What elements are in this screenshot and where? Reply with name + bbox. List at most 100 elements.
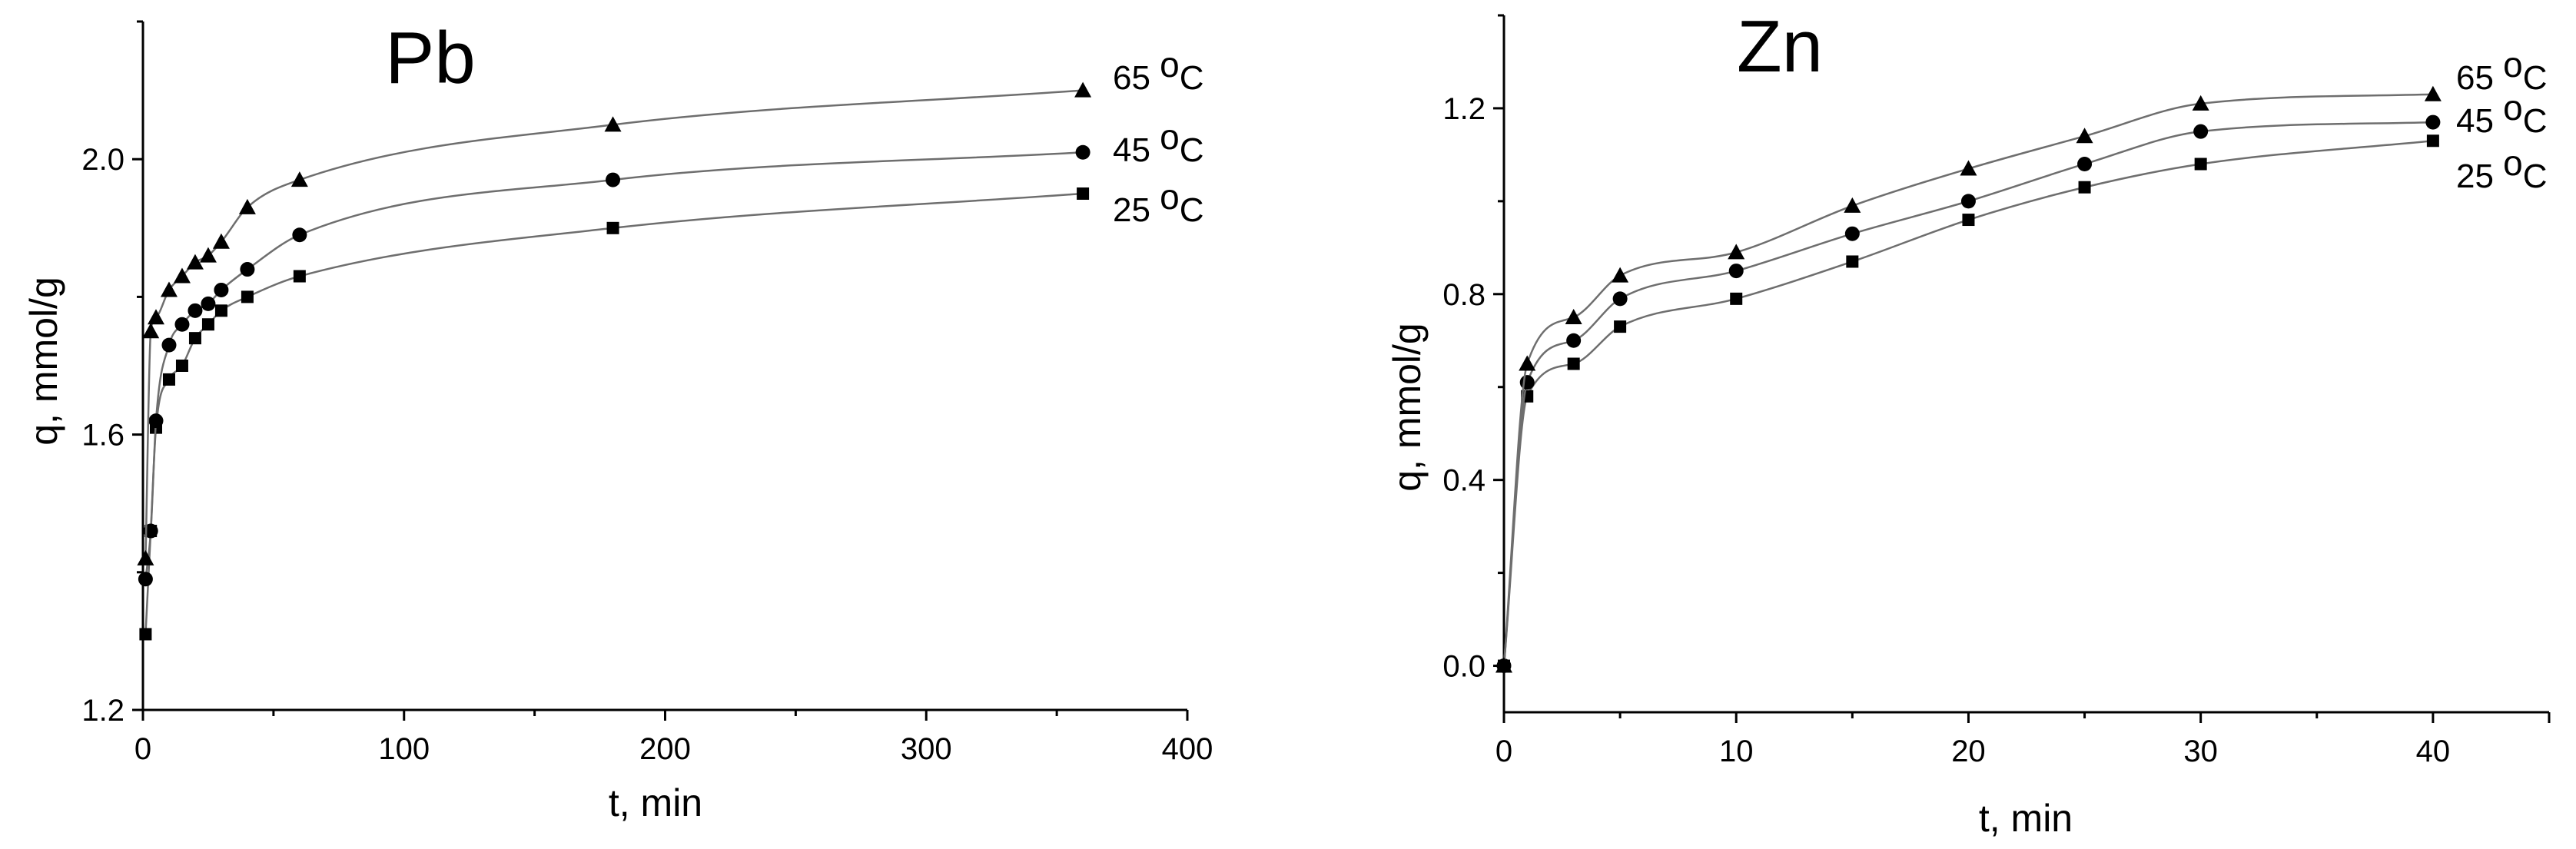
zn-data-point-65c [1844, 197, 1861, 213]
pb-data-point-25c [162, 373, 175, 386]
pb-data-point-25c [201, 318, 214, 331]
zn-y-axis-label: q, mmol/g [1386, 323, 1429, 492]
pb-series-65c-markers [137, 81, 1092, 565]
pb-data-point-25c [1077, 187, 1090, 200]
pb-series-label-25c: 25 oC [1113, 177, 1204, 229]
pb-data-point-65c [212, 233, 230, 249]
pb-data-point-45c [1075, 144, 1090, 160]
pb-x-tick-label: 300 [901, 732, 952, 766]
pb-data-point-65c [142, 323, 160, 339]
zn-series-label-25c: 25 oC [2456, 143, 2548, 195]
pb-data-point-45c [240, 262, 255, 277]
pb-data-point-65c [160, 281, 178, 297]
zn-data-point-25c [1730, 292, 1743, 305]
pb-data-point-45c [606, 172, 621, 187]
zn-data-point-65c [2424, 85, 2442, 101]
pb-x-tick-label: 0 [134, 732, 151, 766]
pb-data-point-65c [186, 254, 204, 270]
pb-series-25c-curve [144, 192, 1084, 635]
zn-x-tick-label: 10 [1719, 735, 1754, 768]
zn-data-point-65c [1728, 244, 1745, 260]
zn-y-tick-label: 1.2 [1442, 92, 1486, 126]
zn-data-point-25c [2078, 181, 2091, 194]
zn-x-axis-label: t, min [1979, 797, 2073, 840]
pb-x-tick-label: 200 [639, 732, 691, 766]
pb-data-point-25c [293, 270, 306, 283]
zn-y-tick-label: 0.8 [1442, 278, 1486, 312]
zn-chart-title: Zn [1737, 5, 1823, 88]
zn-data-point-45c [2193, 124, 2209, 139]
pb-chart-panel: 0 100 200 300 400 1.2 1.6 2.0 t, min q, mmol/g Pb 6… [22, 17, 1213, 824]
zn-series-25c-markers [1498, 134, 2439, 672]
zn-x-tick-label: 20 [1951, 735, 1986, 768]
zn-series-65c-markers [1495, 85, 2442, 673]
pb-y-axis-label: q, mmol/g [22, 277, 65, 446]
zn-series-45c-curve [1502, 121, 2433, 666]
zn-series-65c-curve [1502, 93, 2433, 666]
pb-series-label-65c: 65 oC [1113, 45, 1204, 97]
pb-data-point-65c [290, 171, 308, 187]
zn-data-point-65c [2076, 128, 2093, 144]
pb-data-point-65c [147, 309, 164, 325]
pb-x-tick-label: 400 [1162, 732, 1213, 766]
pb-chart-title: Pb [385, 17, 475, 99]
zn-data-point-45c [2425, 114, 2441, 130]
pb-x-tick-label: 100 [378, 732, 430, 766]
pb-data-point-45c [188, 303, 203, 318]
pb-data-point-45c [138, 572, 153, 587]
pb-data-point-65c [604, 116, 622, 132]
zn-chart-panel: 0 10 20 30 40 0.0 0.4 0.8 1.2 t, min q, mmol/g Zn 65… [1386, 5, 2551, 840]
pb-data-point-65c [137, 549, 154, 565]
zn-data-point-45c [1844, 226, 1860, 241]
zn-data-point-25c [1567, 357, 1580, 370]
pb-data-point-45c [201, 296, 216, 311]
pb-data-point-25c [606, 221, 619, 234]
zn-series-label-65c: 65 oC [2456, 45, 2548, 97]
zn-data-point-45c [1566, 333, 1582, 348]
pb-y-tick-label: 2.0 [81, 143, 124, 177]
zn-y-tick-label: 0.4 [1442, 464, 1486, 498]
zn-data-point-25c [2426, 134, 2439, 148]
pb-data-point-45c [174, 317, 190, 332]
pb-data-point-25c [188, 332, 201, 345]
pb-data-point-65c [173, 267, 191, 284]
pb-x-axis-label: t, min [609, 781, 702, 824]
pb-data-point-45c [214, 282, 229, 297]
zn-series-45c-markers [1496, 114, 2441, 674]
zn-data-point-25c [1962, 214, 1975, 227]
pb-series-65c-curve [144, 89, 1084, 559]
zn-data-point-65c [1565, 309, 1582, 325]
zn-data-point-45c [2077, 156, 2093, 171]
zn-data-point-45c [1612, 291, 1628, 307]
pb-data-point-65c [199, 247, 217, 263]
pb-data-point-25c [175, 360, 188, 372]
zn-series-label-45c: 45 oC [2456, 88, 2548, 140]
pb-data-point-45c [161, 337, 177, 353]
zn-data-point-45c [1960, 194, 1976, 209]
pb-data-point-65c [1074, 81, 1092, 98]
zn-data-point-65c [1960, 160, 1977, 176]
pb-data-point-25c [139, 628, 152, 641]
pb-data-point-45c [292, 227, 307, 243]
pb-series-25c-markers [139, 187, 1090, 641]
zn-data-point-25c [1846, 255, 1859, 268]
zn-data-point-25c [2194, 158, 2207, 171]
zn-x-tick-label: 40 [2416, 735, 2451, 768]
zn-data-point-45c [1519, 375, 1535, 390]
pb-y-tick-label: 1.2 [81, 694, 124, 728]
pb-series-45c-curve [144, 151, 1084, 579]
pb-data-point-45c [148, 413, 164, 429]
zn-x-tick-label: 0 [1495, 735, 1512, 768]
pb-y-tick-label: 1.6 [81, 419, 124, 453]
zn-data-point-45c [1728, 264, 1744, 279]
zn-data-point-25c [1614, 320, 1627, 333]
zn-y-tick-label: 0.0 [1442, 650, 1486, 684]
zn-data-point-65c [1519, 355, 1536, 371]
zn-data-point-65c [2192, 95, 2209, 111]
zn-data-point-65c [1495, 657, 1512, 673]
pb-series-label-45c: 45 oC [1113, 117, 1204, 169]
pb-series-45c-markers [138, 144, 1090, 587]
pb-data-point-25c [214, 304, 227, 317]
zn-data-point-65c [1612, 267, 1629, 283]
